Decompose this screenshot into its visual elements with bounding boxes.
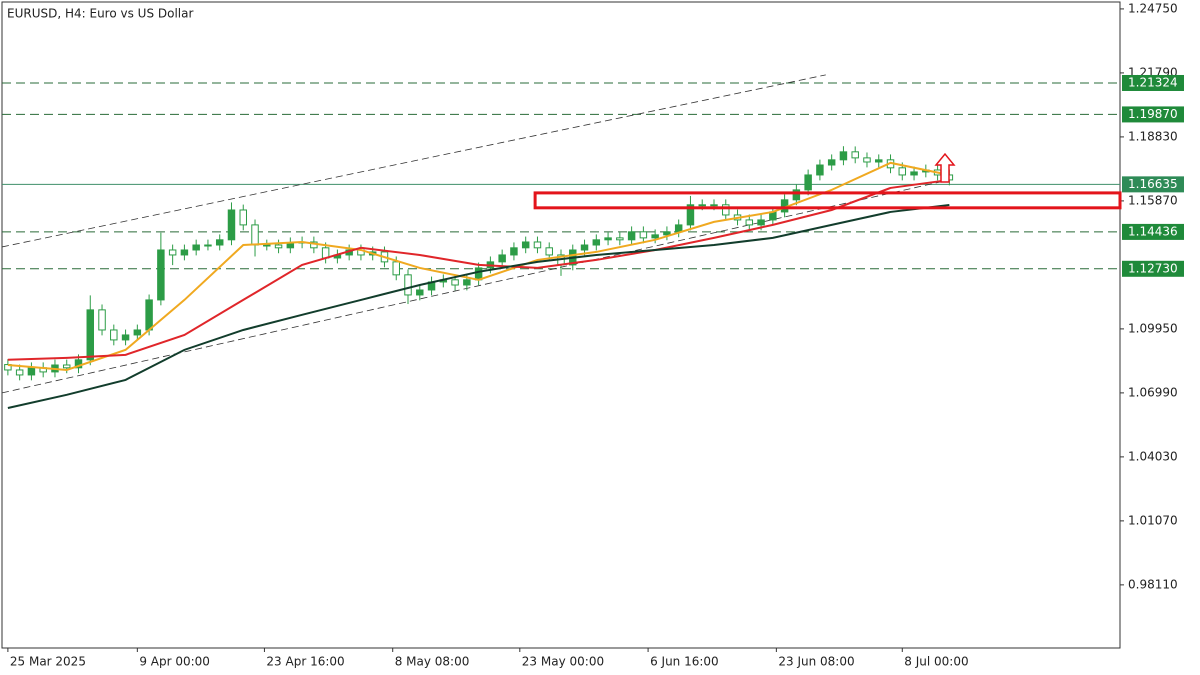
- candle-body: [757, 219, 765, 226]
- moving-average: [7, 178, 950, 361]
- candle-body: [674, 224, 683, 233]
- candle-body: [274, 244, 283, 249]
- level-label-box: [1122, 260, 1184, 277]
- level-label-box: [1122, 74, 1184, 91]
- candle-body: [792, 189, 801, 201]
- candle-body: [4, 364, 12, 371]
- x-tick-label: 9 Apr 00:00: [139, 655, 210, 669]
- y-tick-label: 1.15870: [1128, 193, 1178, 207]
- candle-body: [827, 159, 836, 166]
- candle-body: [392, 261, 400, 276]
- level-label: 1.21324: [1128, 75, 1178, 89]
- plot-frame: [1, 1, 1121, 649]
- candle-body: [604, 237, 612, 241]
- candle-body: [133, 329, 142, 336]
- x-tick-label: 6 Jun 16:00: [650, 655, 719, 669]
- moving-average: [7, 204, 950, 409]
- candle-body: [62, 364, 71, 369]
- candle-body: [227, 209, 236, 241]
- candle-body: [545, 247, 553, 256]
- candle-body: [498, 254, 506, 263]
- candle-body: [463, 279, 471, 286]
- x-tick-label: 8 Jul 00:00: [904, 655, 968, 669]
- y-tick-label: 1.04030: [1128, 449, 1178, 463]
- y-tick-label: 1.06990: [1128, 385, 1178, 399]
- level-label: 1.14436: [1128, 224, 1178, 238]
- candle-body: [863, 157, 871, 163]
- candle-body: [192, 244, 200, 251]
- candle-body: [616, 237, 624, 241]
- y-tick-label: 0.98110: [1128, 577, 1178, 591]
- candle-body: [698, 204, 706, 207]
- candle-body: [180, 249, 189, 256]
- candle-body: [839, 151, 848, 161]
- candle-body: [157, 249, 165, 301]
- candle-body: [722, 204, 730, 216]
- candle-body: [404, 274, 412, 296]
- candle-body: [910, 171, 918, 176]
- candle-body: [710, 204, 718, 207]
- candle-body: [592, 239, 601, 246]
- x-tick-label: 23 May 00:00: [522, 655, 604, 669]
- x-tick-label: 25 Mar 2025: [10, 655, 86, 669]
- candle-body: [215, 239, 224, 246]
- level-label: 1.19870: [1128, 107, 1178, 121]
- candle-body: [851, 151, 859, 159]
- candle-body: [15, 369, 24, 376]
- candle-body: [168, 249, 177, 256]
- candle-body: [533, 241, 542, 249]
- chart-title: EURUSD, H4: Euro vs US Dollar: [7, 7, 193, 21]
- y-tick-label: 1.24750: [1128, 1, 1178, 15]
- candle-body: [110, 329, 118, 341]
- candle-body: [651, 234, 659, 239]
- zone-box: [533, 191, 1122, 210]
- candle-body: [639, 231, 648, 239]
- candle-body: [86, 309, 94, 361]
- y-tick-label: 1.18830: [1128, 129, 1178, 143]
- y-tick-label: 1.09950: [1128, 321, 1178, 335]
- trendline: [1, 74, 826, 248]
- candle-body: [145, 299, 153, 331]
- trendline: [1, 179, 950, 394]
- x-tick-label: 8 May 08:00: [395, 655, 470, 669]
- y-tick-label: 1.01070: [1128, 513, 1178, 527]
- candle-body: [27, 367, 36, 376]
- candle-body: [745, 219, 754, 226]
- candle-body: [875, 159, 883, 163]
- level-label-box: [1122, 223, 1184, 240]
- candle-body: [521, 241, 530, 249]
- candle-body: [416, 289, 424, 296]
- candle-body: [263, 244, 271, 247]
- candle-body: [251, 224, 259, 246]
- candle-body: [663, 231, 671, 236]
- x-tick-label: 23 Apr 16:00: [266, 655, 344, 669]
- level-label: 1.12730: [1128, 261, 1178, 275]
- candle-body: [816, 164, 824, 176]
- candle-body: [204, 244, 212, 247]
- level-label: 1.16635: [1128, 177, 1178, 191]
- candle-body: [121, 334, 130, 341]
- candle-body: [898, 167, 907, 176]
- candle-body: [510, 247, 518, 256]
- candle-body: [239, 209, 247, 226]
- candle-body: [627, 231, 636, 241]
- candle-body: [98, 309, 106, 331]
- arrow-annotation: [934, 152, 956, 183]
- candle-body: [580, 244, 589, 251]
- candle-body: [686, 204, 695, 226]
- x-tick-label: 23 Jun 08:00: [778, 655, 854, 669]
- moving-average: [7, 161, 950, 371]
- candle-body: [451, 279, 459, 286]
- level-label-box: [1122, 176, 1184, 193]
- candle-body: [804, 174, 812, 191]
- level-label-box: [1122, 106, 1184, 123]
